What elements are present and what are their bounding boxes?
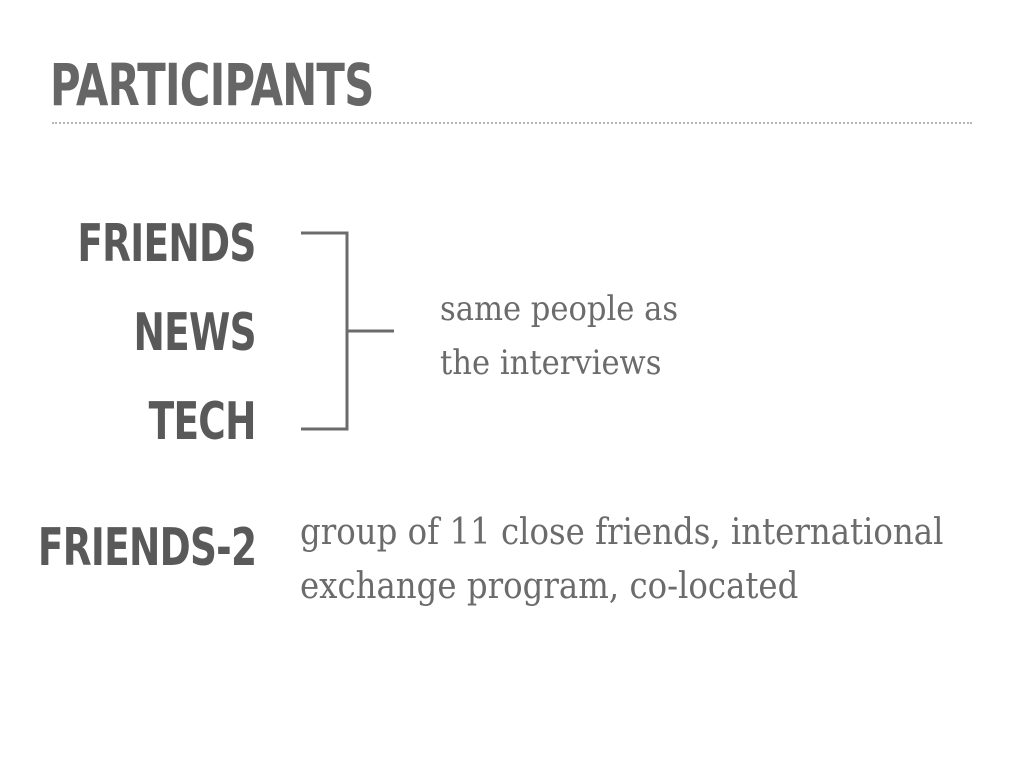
shared-participants-note: same people as the interviews — [440, 282, 678, 390]
friends-2-line-2: exchange program, co-located — [300, 566, 799, 607]
bracket-shape — [301, 231, 394, 431]
friends-2-line-1: group of 11 close friends, international — [300, 512, 944, 553]
note-line-2: the interviews — [440, 343, 662, 383]
grouping-bracket — [301, 231, 394, 431]
label-news: NEWS — [133, 303, 257, 363]
note-line-1: same people as — [440, 289, 679, 329]
label-tech: TECH — [148, 392, 257, 452]
label-friends-2: FRIENDS-2 — [37, 518, 257, 578]
title-divider — [52, 122, 972, 124]
friends-2-description: group of 11 close friends, international… — [300, 506, 943, 614]
label-friends: FRIENDS — [77, 214, 257, 274]
slide-title: PARTICIPANTS — [50, 51, 374, 119]
